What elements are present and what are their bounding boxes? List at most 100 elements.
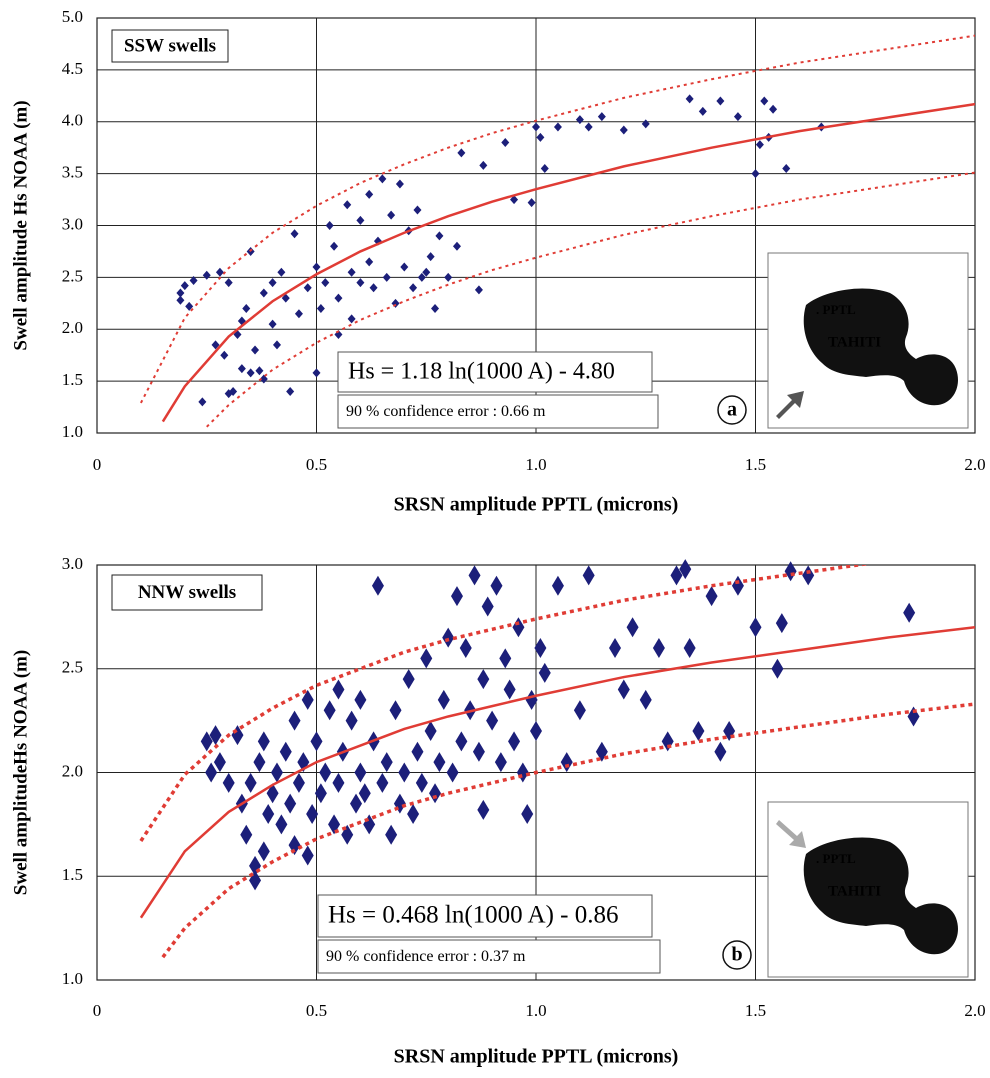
- data-point: [321, 278, 330, 288]
- data-point: [459, 638, 472, 658]
- data-point: [477, 799, 490, 820]
- y-axis-label: Swell amplitude Hs NOAA (m): [10, 100, 31, 350]
- data-point: [259, 374, 268, 384]
- y-tick-label: 2.5: [62, 658, 83, 677]
- data-point: [391, 298, 400, 308]
- data-point: [582, 565, 595, 586]
- data-point: [312, 262, 321, 272]
- data-point: [347, 314, 356, 324]
- data-point: [365, 189, 374, 199]
- data-point: [176, 295, 185, 305]
- data-point: [784, 561, 797, 582]
- data-point: [249, 855, 262, 876]
- data-point: [452, 241, 461, 251]
- data-point: [617, 679, 630, 700]
- data-point: [312, 368, 321, 378]
- confidence-curve: [161, 702, 975, 959]
- data-point: [420, 648, 433, 669]
- data-point: [277, 267, 286, 277]
- panel: 1.0 1.5 2.0 2.5 3.0 3.5 4.0 4.5 5.0 0 0.5 1.0 1.5 2.0…: [10, 7, 985, 516]
- panel-circle: [722, 940, 752, 970]
- data-point: [457, 148, 466, 158]
- panel-title: NNW swells: [138, 582, 236, 603]
- data-point: [288, 710, 301, 731]
- x-tick-label: 1.5: [745, 455, 766, 474]
- y-tick-label: 2.0: [62, 761, 83, 780]
- data-point: [224, 278, 233, 288]
- data-point: [685, 94, 694, 104]
- data-point: [553, 122, 562, 132]
- data-point: [532, 122, 540, 132]
- data-point: [279, 741, 292, 762]
- data-point: [409, 283, 418, 293]
- data-point: [301, 845, 314, 866]
- data-point: [560, 752, 573, 773]
- data-point: [347, 267, 356, 277]
- data-point: [290, 229, 299, 239]
- inset-label: . PPTL: [816, 851, 856, 866]
- y-tick-label: 2.5: [62, 266, 83, 285]
- error-note: 90 % confidence error : 0.66 m: [346, 403, 546, 420]
- data-point: [325, 221, 334, 230]
- data-point: [446, 762, 459, 783]
- data-point: [356, 215, 365, 225]
- data-point: [323, 700, 336, 721]
- data-point: [751, 169, 760, 179]
- data-point: [775, 613, 788, 634]
- data-point: [597, 112, 606, 122]
- island: [803, 837, 958, 955]
- data-point: [213, 752, 226, 773]
- data-point: [626, 617, 639, 638]
- data-point: [371, 575, 384, 596]
- label-box: [111, 574, 263, 611]
- data-point: [714, 741, 727, 762]
- y-tick-label: 1.5: [62, 370, 83, 389]
- y-axis-label: Swell amplitudeHs NOAA (m): [10, 650, 31, 895]
- data-point: [345, 710, 358, 731]
- x-tick-label: 0: [93, 455, 102, 474]
- inset-map: . PPTL TAHITI: [776, 288, 958, 419]
- data-point: [540, 163, 549, 173]
- arrow: [776, 391, 804, 419]
- data-point: [220, 350, 229, 360]
- data-point: [782, 163, 791, 173]
- data-point: [255, 366, 264, 376]
- data-point: [343, 200, 352, 210]
- data-point: [692, 721, 705, 741]
- data-point: [270, 762, 283, 783]
- inset-label: TAHITI: [828, 883, 881, 899]
- data-point: [244, 772, 257, 793]
- data-point: [209, 725, 222, 746]
- data-point: [731, 575, 744, 596]
- data-point: [486, 710, 499, 731]
- inset-label: TAHITI: [828, 334, 881, 350]
- x-axis-label: SRSN amplitude PPTL (microns): [394, 494, 679, 516]
- x-axis-label: SRSN amplitude PPTL (microns): [394, 1046, 679, 1068]
- data-point: [268, 278, 277, 288]
- data-point: [698, 106, 707, 116]
- error-box: [317, 939, 661, 974]
- data-point: [426, 252, 435, 262]
- data-point: [198, 397, 207, 407]
- inset-map: . PPTL TAHITI: [776, 820, 958, 955]
- data-point: [455, 731, 468, 752]
- data-point: [802, 565, 815, 586]
- data-point: [573, 700, 586, 721]
- inset-label: . PPTL: [816, 302, 856, 317]
- data-point: [584, 122, 593, 132]
- data-point: [411, 741, 424, 762]
- data-point: [468, 565, 481, 586]
- data-point: [253, 752, 266, 773]
- data-point: [422, 267, 431, 277]
- data-point: [415, 772, 428, 793]
- data-point: [301, 689, 314, 710]
- y-tick-label: 4.5: [62, 59, 83, 78]
- equation: Hs = 1.18 ln(1000 A) - 4.80: [348, 359, 615, 385]
- label-box: [111, 29, 229, 63]
- fit-curve: [161, 102, 975, 423]
- error-note: 90 % confidence error : 0.37 m: [326, 948, 526, 965]
- data-point: [262, 804, 275, 824]
- data-point: [733, 112, 742, 122]
- data-point: [429, 783, 442, 804]
